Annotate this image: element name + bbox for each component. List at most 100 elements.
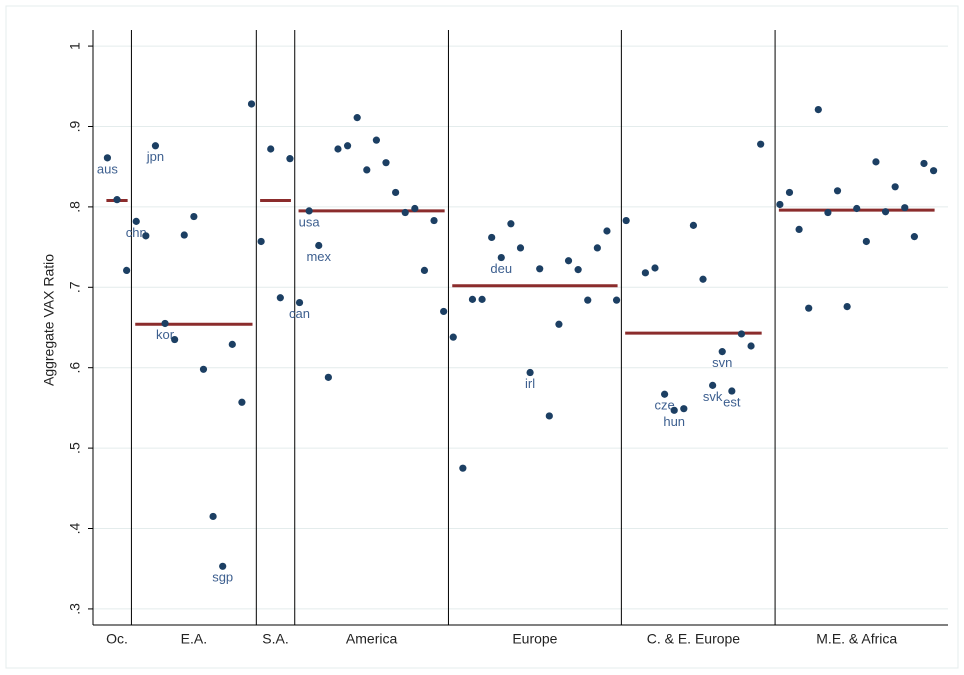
y-tick-label: .7 [67,281,83,293]
point-label: svk [703,389,723,404]
point [843,302,851,311]
point-label: cze [654,398,674,413]
point [142,232,150,240]
point [315,241,323,250]
point [757,140,765,148]
point [574,266,582,274]
point [219,562,227,570]
point [564,257,573,265]
point [478,295,486,303]
point [536,265,544,273]
y-axis-label: Aggregate VAX Ratio [41,254,57,386]
point-label: can [289,306,310,321]
point [747,342,755,350]
point [709,381,717,389]
point-label: est [723,394,741,409]
point-label: hun [663,414,685,429]
point [295,298,304,307]
point [584,296,592,304]
point [805,304,813,312]
point-label: sgp [212,570,233,585]
point [901,204,909,212]
point [737,330,746,338]
point [603,227,611,235]
point-label: svn [712,355,732,370]
point [449,333,457,341]
point [776,200,784,209]
point [661,390,669,398]
point [680,405,688,413]
point [190,212,198,221]
x-category-label: America [346,631,398,647]
point [555,320,563,328]
x-category-label: S.A. [262,631,288,647]
point [324,373,332,381]
point [257,237,265,246]
point-label: irl [525,376,535,391]
point [468,295,477,303]
point [689,221,698,229]
point [795,225,803,234]
point [670,406,678,414]
point [353,114,361,122]
point [545,412,553,420]
x-category-label: C. & E. Europe [647,631,741,647]
point [593,244,601,252]
point [862,237,870,246]
y-tick-label: .9 [67,120,83,132]
point [103,154,112,162]
point [430,216,438,225]
point [401,208,409,217]
y-tick-label: .4 [67,522,83,534]
point [718,348,726,356]
y-tick-label: .8 [67,201,83,213]
point [526,368,534,377]
y-tick-label: .3 [67,603,83,615]
point-label: deu [490,261,512,276]
point [785,188,794,197]
point [641,269,649,277]
point [180,231,188,239]
point [286,155,294,163]
point-label: usa [299,214,321,229]
point [824,208,832,217]
point [516,244,525,252]
point [238,398,246,406]
point [920,159,928,168]
point-label: jpn [146,149,164,164]
point [440,307,448,316]
point [833,187,842,195]
point [488,233,496,242]
frame [5,5,959,669]
point [910,233,918,241]
point-label: kor [156,327,175,342]
y-tick-label: .5 [67,442,83,454]
point [507,220,515,228]
point [113,196,121,204]
point [267,145,275,153]
point [728,387,736,395]
point [209,512,217,521]
point [699,275,707,283]
x-category-label: Oc. [106,631,128,647]
point-label: chn [126,225,147,240]
y-tick-label: .6 [67,362,83,374]
point [247,100,256,108]
point [199,365,208,373]
point [305,207,313,215]
point-label: aus [97,161,118,176]
point [622,216,630,225]
point [392,188,400,197]
point [151,142,160,150]
point [459,464,467,472]
point [161,319,169,328]
point [651,264,659,272]
point-label: mex [306,249,331,264]
point [814,106,822,114]
point [171,335,179,344]
point [881,208,890,216]
point [228,340,236,348]
point [334,145,342,153]
point [929,167,938,175]
